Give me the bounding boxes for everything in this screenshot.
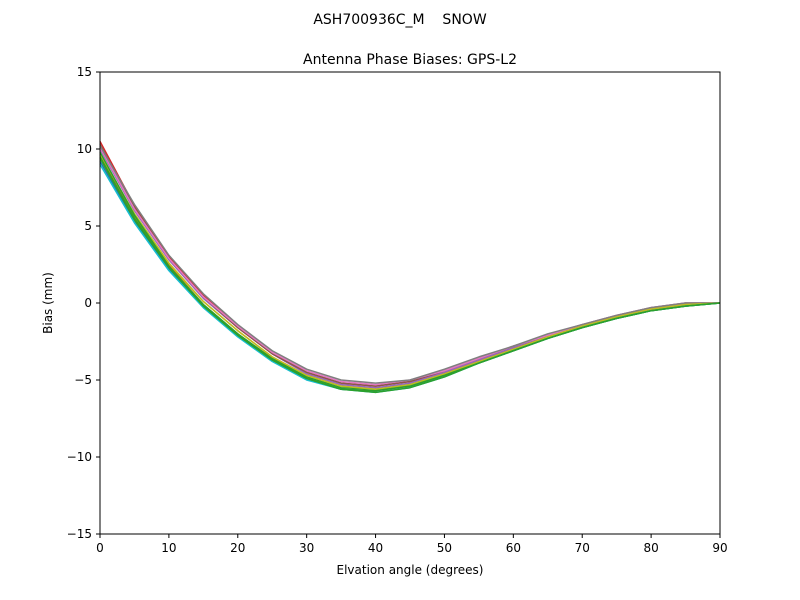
series-line-8 — [99, 145, 720, 384]
x-tick-label: 20 — [230, 541, 245, 555]
chart-suptitle: ASH700936C_M SNOW — [313, 12, 486, 28]
x-axis-label: Elvation angle (degrees) — [337, 563, 484, 577]
series-line-2 — [99, 154, 721, 390]
series-line-12 — [99, 151, 721, 394]
ticks-layer: 0 10 20 30 40 50 60 70 80 90 −15 −10 −5 0 5 10 15 — [67, 65, 728, 555]
y-tick-label: −15 — [67, 527, 92, 541]
x-tick-label: 80 — [643, 541, 658, 555]
x-tick-label: 90 — [712, 541, 727, 555]
series-line-4 — [99, 140, 721, 387]
series-line-6 — [99, 144, 720, 387]
y-tick-label: 5 — [84, 219, 92, 233]
x-tick-label: 0 — [96, 541, 104, 555]
series-line-1 — [99, 160, 721, 392]
y-axis-label: Bias (mm) — [41, 272, 55, 334]
y-tick-label: 0 — [84, 296, 92, 310]
x-tick-label: 70 — [575, 541, 590, 555]
x-tick-label: 50 — [437, 541, 452, 555]
y-tick-label: 10 — [77, 142, 92, 156]
x-tick-label: 60 — [506, 541, 521, 555]
series-line-9 — [99, 153, 721, 390]
x-tick-label: 30 — [299, 541, 314, 555]
series-line-5 — [99, 148, 721, 389]
y-tick-label: −5 — [74, 373, 92, 387]
chart-title: Antenna Phase Biases: GPS-L2 — [303, 52, 517, 68]
y-tick-label: −10 — [67, 450, 92, 464]
x-tick-label: 10 — [161, 541, 176, 555]
y-tick-label: 15 — [77, 65, 92, 79]
series-layer — [99, 140, 721, 394]
series-line-11 — [99, 156, 721, 392]
plot-frame — [99, 71, 721, 535]
series-line-3 — [99, 157, 721, 390]
series-line-7 — [99, 147, 720, 386]
series-line-10 — [99, 164, 721, 394]
x-tick-label: 40 — [368, 541, 383, 555]
